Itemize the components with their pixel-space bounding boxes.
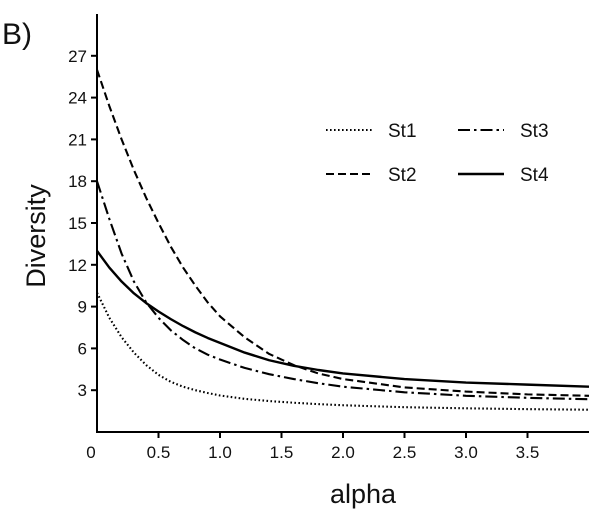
x-tick-label: 1.5 <box>270 443 294 462</box>
y-tick-label: 27 <box>68 47 87 66</box>
y-tick-label: 6 <box>78 339 87 358</box>
y-ticks: 3 6 9 12 15 18 21 24 27 <box>68 47 97 400</box>
legend-label-st2: St2 <box>388 165 417 186</box>
legend: St1 St2 St3 St4 <box>326 121 549 186</box>
x-tick-label: 3.5 <box>516 443 540 462</box>
y-tick-label: 9 <box>78 298 87 317</box>
y-tick-label: 12 <box>68 256 87 275</box>
x-tick-label: 1.0 <box>208 443 232 462</box>
x-ticks: 0.5 1.0 1.5 2.0 2.5 3.0 3.5 <box>147 432 540 462</box>
y-axis-title: Diversity <box>21 184 51 288</box>
x-tick-label: 0.5 <box>147 443 171 462</box>
legend-label-st4: St4 <box>520 165 549 186</box>
panel-label: B) <box>2 18 32 51</box>
legend-label-st3: St3 <box>520 121 549 142</box>
series-line-st4 <box>96 250 589 388</box>
plot-lines <box>96 69 589 411</box>
x-origin-label: 0 <box>86 443 95 462</box>
series-line-st1 <box>96 292 589 411</box>
y-tick-label: 24 <box>68 89 87 108</box>
y-tick-label: 18 <box>68 172 87 191</box>
x-axis-title: alpha <box>330 479 397 509</box>
x-tick-label: 2.5 <box>393 443 417 462</box>
series-line-st3 <box>96 180 589 401</box>
y-tick-label: 3 <box>78 381 87 400</box>
x-tick-label: 3.0 <box>454 443 478 462</box>
legend-label-st1: St1 <box>388 121 417 142</box>
y-tick-label: 15 <box>68 214 87 233</box>
y-tick-label: 21 <box>68 130 87 149</box>
x-tick-label: 2.0 <box>331 443 355 462</box>
series-line-st2 <box>96 69 589 397</box>
